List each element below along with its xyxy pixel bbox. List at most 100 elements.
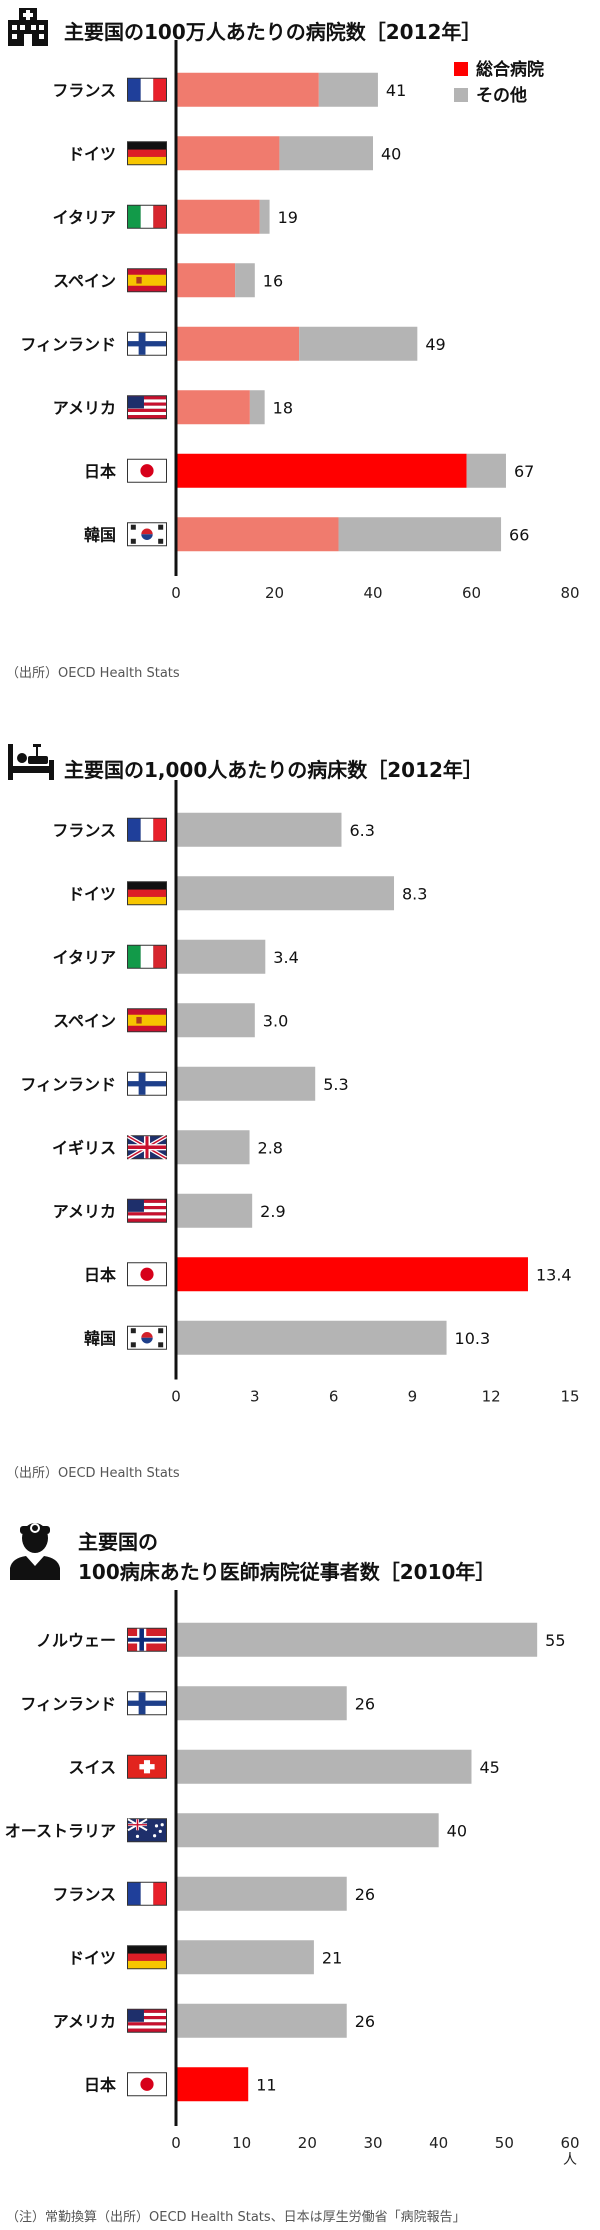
doctors-chart: ノルウェー 55 フィンランド 26 スイス 45 オーストラリア 40 フランス 26 ドイツ 21… bbox=[5, 1590, 580, 2168]
chart-title-beds: 主要国の1,000人あたりの病床数［2012年］ bbox=[64, 758, 483, 782]
bar bbox=[176, 1257, 528, 1292]
flag-fi-icon bbox=[127, 331, 167, 356]
category-label: 日本 bbox=[84, 462, 116, 481]
doctor-icon bbox=[6, 1518, 64, 1584]
data-label: 40 bbox=[447, 1821, 467, 1840]
flag-fr-icon bbox=[127, 1881, 167, 1906]
x-tick-label: 10 bbox=[232, 2134, 251, 2152]
x-tick-label: 40 bbox=[363, 584, 382, 602]
bar bbox=[176, 1622, 538, 1657]
x-tick-label: 80 bbox=[560, 584, 579, 602]
bar bbox=[176, 812, 342, 847]
hospitals-section: 主要国の100万人あたりの病院数［2012年］ フランス 41 ドイツ 40 イタリア 1… bbox=[0, 0, 600, 700]
beds-section: 主要国の1,000人あたりの病床数［2012年］ フランス 6.3 ドイツ 8.3 イタ… bbox=[0, 730, 600, 1490]
category-label: フィンランド bbox=[20, 1075, 116, 1094]
category-label: スイス bbox=[68, 1758, 116, 1777]
bar-segment bbox=[249, 390, 265, 425]
bar-segment bbox=[176, 199, 260, 234]
category-label: イタリア bbox=[53, 948, 116, 967]
hospital-icon bbox=[6, 6, 50, 52]
x-axis-unit: 人 bbox=[563, 2152, 577, 2168]
bar-segment bbox=[235, 263, 255, 298]
x-tick-label: 20 bbox=[265, 584, 284, 602]
bar bbox=[176, 1686, 347, 1721]
flag-fr-icon bbox=[127, 77, 167, 102]
flag-es-icon bbox=[127, 1008, 167, 1033]
flag-us-icon bbox=[127, 2008, 167, 2033]
chart-title-hospitals: 主要国の100万人あたりの病院数［2012年］ bbox=[64, 20, 482, 44]
x-tick-label: 0 bbox=[171, 1388, 181, 1406]
flag-us-icon bbox=[127, 395, 167, 420]
x-tick-label: 40 bbox=[429, 2134, 448, 2152]
category-label: アメリカ bbox=[53, 1202, 116, 1221]
data-label: 13.4 bbox=[536, 1265, 572, 1284]
bar-segment bbox=[176, 136, 280, 171]
data-label: 10.3 bbox=[455, 1329, 491, 1348]
x-tick-label: 3 bbox=[250, 1388, 260, 1406]
x-tick-label: 15 bbox=[560, 1388, 579, 1406]
category-label: フランス bbox=[52, 81, 116, 100]
data-label: 66 bbox=[509, 525, 529, 544]
bar-segment bbox=[176, 517, 339, 552]
category-label: スペイン bbox=[53, 271, 116, 290]
data-label: 40 bbox=[381, 144, 401, 163]
flag-no-icon bbox=[127, 1627, 167, 1652]
flag-jp-icon bbox=[127, 2072, 167, 2097]
source-note-doctors: （注）常勤換算（出所）OECD Health Stats、日本は厚生労働省「病院… bbox=[6, 2210, 466, 2225]
bar bbox=[176, 1003, 255, 1038]
flag-jp-icon bbox=[127, 458, 167, 483]
data-label: 11 bbox=[256, 2075, 276, 2094]
data-label: 67 bbox=[514, 462, 534, 481]
flag-de-icon bbox=[127, 1945, 167, 1970]
bar-segment bbox=[176, 326, 300, 361]
category-label: ドイツ bbox=[68, 144, 116, 163]
x-tick-label: 60 bbox=[462, 584, 481, 602]
flag-fi-icon bbox=[127, 1071, 167, 1096]
bar-segment bbox=[338, 517, 502, 552]
x-tick-label: 0 bbox=[171, 584, 181, 602]
doctors-section: 主要国の 100病床あたり医師病院従事者数［2010年］ ノルウェー 55 フィンラ… bbox=[0, 1500, 600, 2230]
category-label: スペイン bbox=[53, 1011, 116, 1030]
category-label: フランス bbox=[52, 1885, 116, 1904]
data-label: 55 bbox=[545, 1631, 565, 1650]
source-note-hospitals: （出所）OECD Health Stats bbox=[6, 666, 180, 681]
source-note-beds: （出所）OECD Health Stats bbox=[6, 1466, 180, 1481]
x-tick-label: 60 bbox=[560, 2134, 579, 2152]
data-label: 26 bbox=[355, 1694, 375, 1713]
data-label: 45 bbox=[480, 1758, 500, 1777]
category-label: フィンランド bbox=[20, 335, 116, 354]
flag-fi-icon bbox=[127, 1691, 167, 1716]
bar bbox=[176, 1130, 250, 1165]
data-label: 3.4 bbox=[273, 948, 298, 967]
category-label: 日本 bbox=[84, 1265, 116, 1284]
flag-es-icon bbox=[127, 268, 167, 293]
bar-segment bbox=[176, 453, 467, 488]
flag-fr-icon bbox=[127, 817, 167, 842]
data-label: 2.8 bbox=[258, 1138, 283, 1157]
category-label: 日本 bbox=[84, 2075, 116, 2094]
hospitals-chart: フランス 41 ドイツ 40 イタリア 19 スペイン 16 フィンランド 49 アメリカ 18 日本 6… bbox=[20, 40, 580, 602]
category-label: フランス bbox=[52, 821, 116, 840]
bar bbox=[176, 1193, 253, 1228]
bar-segment bbox=[299, 326, 418, 361]
category-label: ノルウェー bbox=[36, 1631, 116, 1650]
flag-de-icon bbox=[127, 881, 167, 906]
category-label: ドイツ bbox=[68, 1948, 116, 1967]
data-label: 26 bbox=[355, 2012, 375, 2031]
data-label: 8.3 bbox=[402, 884, 427, 903]
flag-us-icon bbox=[127, 1198, 167, 1223]
data-label: 41 bbox=[386, 81, 406, 100]
bar-segment bbox=[259, 199, 270, 234]
data-label: 5.3 bbox=[323, 1075, 348, 1094]
x-tick-label: 30 bbox=[363, 2134, 382, 2152]
bar bbox=[176, 1066, 316, 1101]
bar bbox=[176, 876, 395, 911]
category-label: ドイツ bbox=[68, 884, 116, 903]
flag-gb-icon bbox=[126, 1134, 168, 1160]
data-label: 21 bbox=[322, 1948, 342, 1967]
bar bbox=[176, 2003, 347, 2038]
hospital-bed-icon bbox=[6, 742, 56, 786]
bar-segment bbox=[466, 453, 506, 488]
x-tick-label: 12 bbox=[482, 1388, 501, 1406]
category-label: オーストラリア bbox=[5, 1821, 116, 1840]
